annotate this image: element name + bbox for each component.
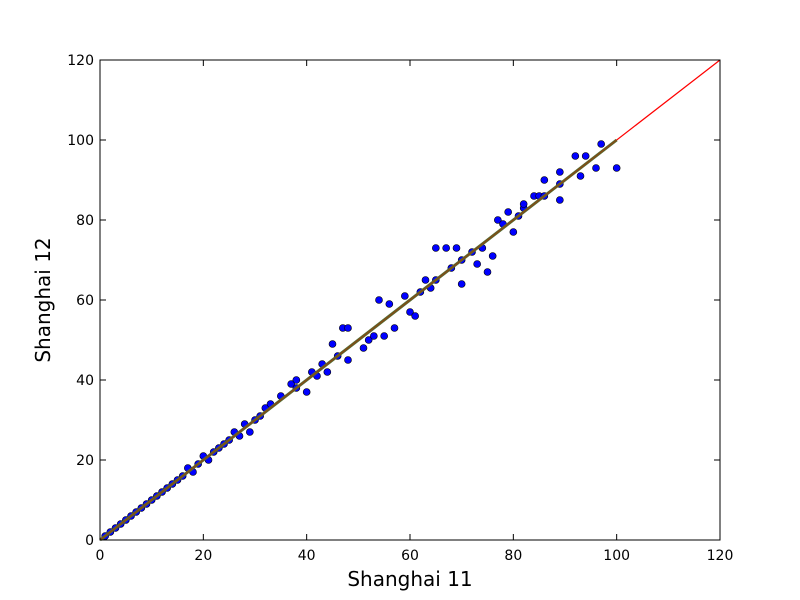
x-tick-label: 120 — [707, 548, 734, 564]
data-point — [452, 244, 461, 252]
data-point — [612, 164, 621, 172]
data-point — [287, 380, 295, 388]
data-point — [571, 152, 580, 160]
x-tick-label: 80 — [504, 548, 522, 564]
data-point — [442, 244, 450, 252]
data-point — [375, 296, 383, 304]
y-tick-label: 40 — [76, 373, 94, 389]
data-point — [592, 164, 600, 172]
data-point — [406, 308, 414, 316]
data-point — [494, 216, 502, 224]
data-point — [519, 200, 528, 208]
x-axis-ticks: 0 20 40 60 80 100 120 — [96, 60, 734, 564]
x-tick-label: 0 — [96, 548, 105, 564]
y-tick-label: 0 — [85, 533, 94, 549]
data-point — [246, 428, 254, 436]
data-point — [328, 340, 337, 348]
data-point — [576, 172, 585, 180]
data-point — [488, 252, 497, 260]
data-point — [411, 312, 419, 320]
y-tick-label: 60 — [76, 293, 94, 309]
y-axis-label: Shanghai 12 — [31, 237, 55, 362]
y-axis-ticks: 0 20 40 60 80 100 120 — [67, 53, 720, 549]
fit-line-overlay — [99, 139, 618, 541]
data-point — [473, 260, 481, 268]
data-point — [581, 152, 590, 160]
x-tick-label: 20 — [194, 548, 212, 564]
y-tick-label: 120 — [67, 53, 94, 69]
data-point — [504, 208, 512, 216]
x-axis-label: Shanghai 11 — [347, 567, 472, 591]
data-point — [483, 268, 492, 276]
data-point — [380, 332, 388, 340]
x-tick-label: 40 — [298, 548, 316, 564]
data-point — [370, 332, 378, 340]
data-point — [364, 336, 373, 344]
x-tick-label: 100 — [603, 548, 630, 564]
data-point — [457, 280, 466, 288]
data-point — [432, 244, 440, 252]
data-point — [509, 228, 518, 236]
data-point — [401, 292, 409, 300]
data-point — [344, 324, 352, 332]
data-point — [385, 300, 394, 308]
data-point — [597, 140, 605, 148]
x-tick-label: 60 — [401, 548, 419, 564]
y-tick-label: 20 — [76, 453, 94, 469]
data-point — [323, 368, 332, 376]
data-point — [556, 196, 564, 204]
data-point — [421, 276, 430, 284]
y-tick-label: 100 — [67, 133, 94, 149]
data-point — [292, 376, 301, 384]
data-point — [390, 324, 399, 332]
data-point — [359, 344, 368, 352]
data-point — [540, 176, 549, 184]
data-point — [302, 388, 311, 396]
y-tick-label: 80 — [76, 213, 94, 229]
data-point — [556, 168, 564, 176]
data-point — [344, 356, 352, 364]
